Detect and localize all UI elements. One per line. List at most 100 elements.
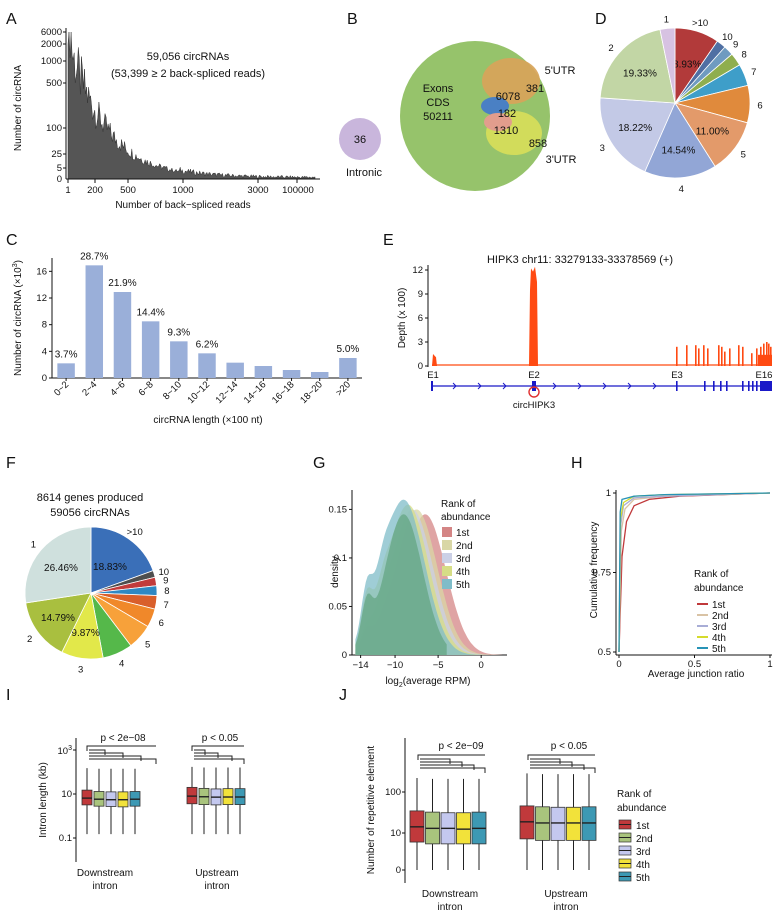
panel-j-label: J [339, 687, 347, 704]
panel-j-y-label: Number of repetitive element [366, 746, 377, 875]
pie-f-slice-label: 8 [164, 586, 169, 597]
venn-exon-label-2: CDS [426, 97, 449, 109]
panel-g-ytick: 0.05 [329, 601, 348, 612]
panel-j-group2-line1: Upstream [544, 889, 587, 900]
venn-3utr-label: 3'UTR [546, 154, 577, 166]
panel-e-ytick: 9 [418, 289, 423, 300]
panel-a-x-label: Number of back−spliced reads [115, 200, 250, 211]
panel-f-title-2: 59056 circRNAs [50, 507, 130, 519]
box-4th [566, 806, 581, 841]
panel-a-ytick: 2000 [41, 39, 62, 50]
pie-f-slice-label: 3 [78, 664, 83, 675]
panel-d-label: D [595, 11, 607, 28]
panel-f-label: F [6, 455, 16, 472]
panel-e-gene-model [431, 381, 772, 391]
gene-exon-e2 [532, 381, 536, 391]
pie-d-slice-label: 1 [664, 14, 669, 25]
panel-e: E HIPK3 chr11: 33279133-33378569 (+) 0 3 6… [383, 232, 772, 411]
panel-h-xtick: 0.5 [688, 659, 701, 670]
panel-a-annotation-1: 59,056 circRNAs [147, 51, 230, 63]
panel-a-xtick: 3000 [247, 185, 268, 196]
gene-exon [676, 381, 678, 391]
venn-exon-label-1: Exons [423, 83, 454, 95]
panel-g-ticks: 0 0.05 0.1 0.15 −14 −10 −5 0 [329, 504, 484, 671]
panel-j-pvalue-left: p < 2e−09 [438, 741, 483, 752]
pie-f-slice-label: 1 [31, 540, 36, 551]
legend-label-3rd: 3rd [712, 622, 726, 633]
bar-category-label: 12~14 [214, 379, 241, 406]
panel-g: G 0 0.05 0.1 0.15 −14 −10 −5 0 density log2(ave… [313, 455, 507, 689]
significance-bracket-arm [530, 767, 596, 773]
bar-data-label: 9.3% [167, 327, 190, 338]
panel-h-xtick: 0 [616, 659, 621, 670]
panel-g-label: G [313, 455, 325, 472]
pie-f-slice-2 [25, 592, 92, 653]
panel-i-label: I [6, 687, 10, 704]
panel-i-ytick-top-base: 10 [58, 746, 69, 757]
panel-i-pvalue-left: p < 2e−08 [100, 733, 145, 744]
panel-a: A 6000 2000 1000 500 100 25 5 0 1 200 50… [6, 11, 320, 211]
strand-arrow [602, 382, 607, 390]
gene-exon [713, 381, 715, 391]
pie-f-slice-percent: 26.46% [44, 563, 78, 574]
pie-d-slice-label: 6 [757, 100, 762, 111]
panel-a-ytick: 25 [51, 149, 62, 160]
strand-arrow [627, 382, 632, 390]
panel-i-pvalue-right: p < 0.05 [202, 733, 239, 744]
panel-f: F 8614 genes produced 59056 circRNAs >10… [6, 455, 170, 675]
bar-category-label: 8~10 [161, 379, 184, 402]
pie-d-slice-percent: 18.22% [618, 123, 652, 134]
panel-i-ytick: 0.1 [59, 833, 72, 844]
panel-g-legend-title-1: Rank of [441, 499, 476, 510]
peak-e3-e16 [729, 348, 731, 366]
panel-g-xtick: 0 [479, 660, 484, 671]
panel-a-annotation-2: (53,399 ≥ 2 back-spliced reads) [111, 68, 265, 80]
panel-a-ytick: 6000 [41, 27, 62, 38]
panel-c-ytick: 8 [42, 320, 47, 331]
pie-f-slice-label: 9 [163, 576, 168, 587]
pie-f-slice-1 [24, 526, 92, 604]
peak-e3-e16 [751, 353, 753, 366]
pie-d-slice-label: 4 [679, 184, 684, 195]
panel-a-xtick: 500 [120, 185, 136, 196]
pie-d-slice-label: 9 [733, 40, 738, 51]
legend-label-2nd: 2nd [456, 541, 473, 552]
pie-f-slice-label: 7 [164, 600, 169, 611]
peak-e3-e16 [742, 346, 744, 366]
panel-j-legend: 1st 2nd 3rd 4th 5th [618, 819, 653, 884]
legend-swatch-5th [442, 579, 452, 589]
peak-e3-e16 [695, 345, 697, 366]
legend-label-2nd: 2nd [712, 611, 729, 622]
panel-i-ytick: 10 [61, 789, 72, 800]
panel-c-x-label: circRNA length (×100 nt) [153, 415, 262, 426]
panel-f-title-1: 8614 genes produced [37, 492, 143, 504]
peak-e1 [432, 354, 437, 366]
panel-a-label: A [6, 11, 17, 28]
gene-exon [742, 381, 744, 391]
panel-a-ytick: 100 [46, 123, 62, 134]
panel-j-pvalue-right: p < 0.05 [551, 741, 588, 752]
legend-swatch-2nd [442, 540, 452, 550]
gene-exon [748, 381, 750, 391]
significance-bracket [191, 745, 244, 751]
pie-d-slice-1 [659, 27, 676, 104]
panel-g-ytick: 0.15 [329, 504, 348, 515]
panel-i-ytick-top-sup: 3 [68, 745, 72, 752]
panel-b: B 36 Intronic Exons CDS 50211 6078 381 1… [339, 11, 576, 191]
legend-label-3rd: 3rd [636, 847, 650, 858]
panel-g-xtick: −10 [387, 660, 403, 671]
panel-h-label: H [571, 455, 583, 472]
bar-category-label: 2~4 [80, 379, 99, 398]
legend-swatch-3rd [442, 553, 452, 563]
exon-label-e16: E16 [756, 370, 773, 381]
venn-value-381: 381 [526, 83, 544, 95]
peak-e3-e16 [738, 345, 740, 366]
pie-d-slice-label: 10 [722, 32, 733, 43]
legend-label-2nd: 2nd [636, 834, 653, 845]
significance-bracket [86, 745, 156, 751]
panel-g-legend-title-2: abundance [441, 512, 491, 523]
bar-12~14 [226, 362, 244, 378]
peak-e3-e16 [766, 342, 768, 366]
